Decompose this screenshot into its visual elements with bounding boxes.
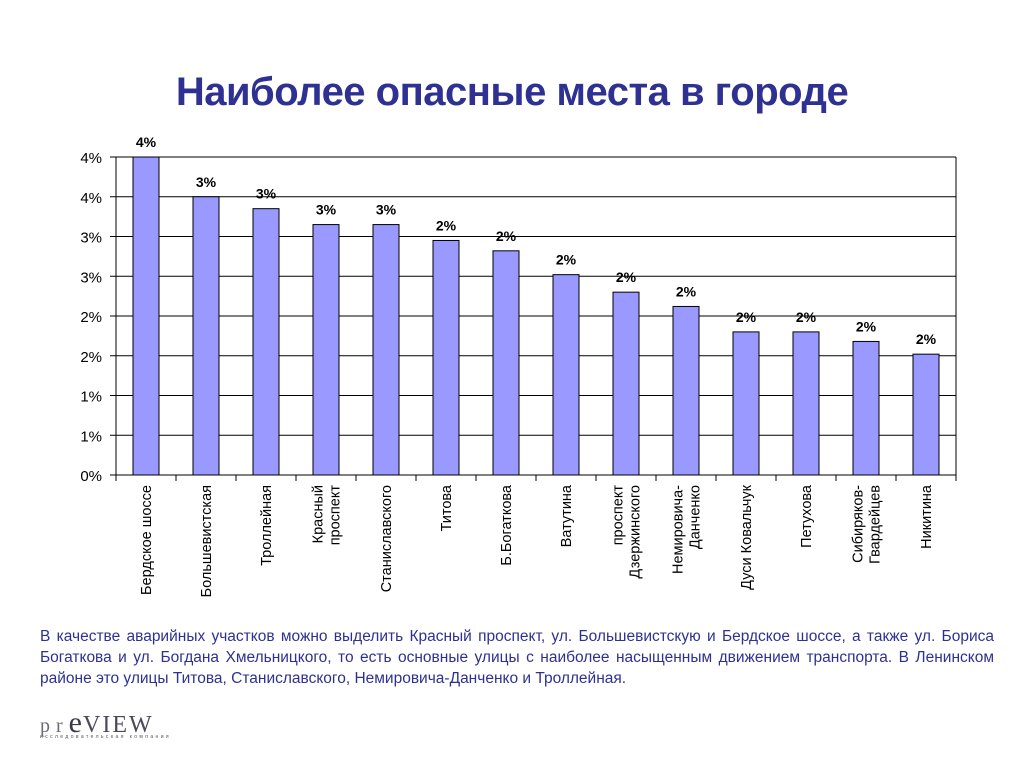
category-label: Ватутина bbox=[559, 484, 575, 547]
logo-letters-rest: VIEW bbox=[83, 712, 154, 738]
category-label-line: Гвардейцев bbox=[868, 485, 884, 564]
bar bbox=[492, 250, 520, 476]
y-tick-label: 1% bbox=[80, 389, 102, 406]
bar bbox=[912, 353, 940, 476]
y-tick-label: 3% bbox=[80, 230, 102, 247]
y-tick-label: 3% bbox=[80, 269, 102, 286]
company-logo: preVIEW исследовательская компания bbox=[40, 706, 200, 746]
category-label: проспект Дзержинского bbox=[611, 485, 644, 579]
data-label: 3% bbox=[256, 186, 277, 202]
category-label: Никитина bbox=[919, 484, 935, 549]
bar bbox=[312, 224, 340, 476]
data-label: 2% bbox=[556, 252, 577, 268]
data-label: 2% bbox=[436, 217, 457, 233]
bar bbox=[132, 156, 160, 476]
data-label: 2% bbox=[676, 283, 697, 299]
y-tick-label: 4% bbox=[80, 150, 102, 167]
page-title: Наиболее опасные места в городе bbox=[175, 70, 849, 114]
category-label: Красный проспект bbox=[311, 485, 344, 546]
category-label: Титова bbox=[439, 484, 455, 531]
data-label: 4% bbox=[136, 134, 157, 150]
category-label-line: Данченко bbox=[688, 485, 704, 549]
logo-letter-big: e bbox=[68, 706, 83, 739]
category-label-line: Дзержинского bbox=[628, 485, 644, 579]
category-label-line: Ватутина bbox=[559, 484, 575, 547]
category-label-line: Петухова bbox=[799, 484, 815, 548]
category-label: Сибиряков- Гвардейцев bbox=[851, 485, 884, 564]
category-label-line: Бердское шоссе bbox=[139, 485, 155, 595]
bar bbox=[252, 208, 280, 476]
category-label-line: Большевистская bbox=[199, 485, 215, 597]
category-label: Дуси Ковальчук bbox=[739, 484, 755, 590]
bar bbox=[192, 196, 220, 476]
bar bbox=[432, 239, 460, 476]
y-tick-label: 4% bbox=[80, 190, 102, 207]
bar bbox=[672, 305, 700, 476]
category-label-line: Станиславского bbox=[379, 485, 395, 592]
bar bbox=[612, 291, 640, 476]
category-label-line: Немировича- bbox=[671, 485, 687, 574]
logo-subtitle: исследовательская компания bbox=[40, 734, 172, 740]
category-label: Б.Богаткова bbox=[499, 484, 515, 566]
category-label-line: Титова bbox=[439, 484, 455, 531]
data-label: 2% bbox=[616, 269, 637, 285]
y-tick-label: 1% bbox=[80, 428, 102, 445]
bar-chart: 0% 1% 1% 2% 2% 3% 3% 4% 4% 4% Бердское шоссе 3% Боль… bbox=[80, 134, 957, 597]
data-label: 2% bbox=[856, 318, 877, 334]
category-label-line: Красный bbox=[311, 485, 327, 543]
category-label: Бердское шоссе bbox=[139, 485, 155, 595]
data-label: 2% bbox=[796, 309, 817, 325]
data-label: 2% bbox=[916, 331, 937, 347]
bar bbox=[852, 340, 880, 476]
y-tick-label: 2% bbox=[80, 309, 102, 326]
y-tick-label: 0% bbox=[80, 468, 102, 485]
data-label: 3% bbox=[316, 202, 337, 218]
category-label-line: Никитина bbox=[919, 484, 935, 549]
data-label: 3% bbox=[376, 202, 397, 218]
data-label: 2% bbox=[736, 309, 757, 325]
category-label-line: проспект bbox=[611, 485, 627, 546]
category-label-line: проспект bbox=[328, 485, 344, 546]
bar bbox=[372, 224, 400, 476]
logo-letters-small: pr bbox=[40, 715, 69, 737]
category-label-line: Троллейная bbox=[259, 485, 275, 566]
logo-wordmark: preVIEW bbox=[40, 706, 154, 740]
category-label-line: Дуси Ковальчук bbox=[739, 484, 755, 590]
bar bbox=[792, 331, 820, 476]
y-tick-label: 2% bbox=[80, 349, 102, 366]
category-label: Станиславского bbox=[379, 485, 395, 592]
category-label: Немировича- Данченко bbox=[671, 485, 704, 574]
category-label: Большевистская bbox=[199, 485, 215, 597]
category-label-line: Б.Богаткова bbox=[499, 484, 515, 566]
bar bbox=[732, 331, 760, 476]
category-label: Петухова bbox=[799, 484, 815, 548]
data-label: 3% bbox=[196, 174, 217, 190]
category-label-line: Сибиряков- bbox=[851, 485, 867, 563]
chart-caption: В качестве аварийных участков можно выде… bbox=[40, 628, 994, 687]
bar bbox=[552, 274, 580, 476]
category-label: Троллейная bbox=[259, 485, 275, 566]
data-label: 2% bbox=[496, 228, 517, 244]
